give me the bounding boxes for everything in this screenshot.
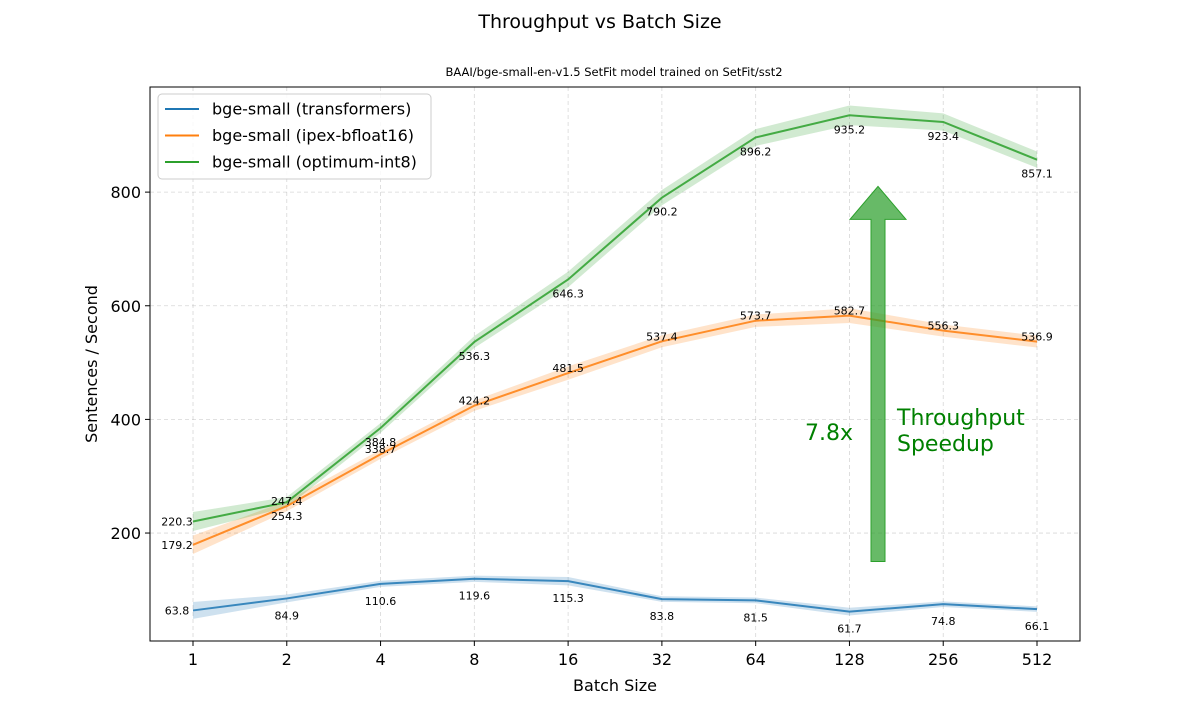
data-label: 536.3: [459, 350, 491, 363]
data-label: 74.8: [931, 615, 956, 628]
data-labels: 63.8 84.9 110.6 119.6 115.3 83.8 81.5 61.7 74.8 6…: [161, 123, 1053, 635]
x-tick-label: 64: [745, 650, 765, 669]
data-label: 923.4: [927, 130, 959, 143]
confidence-bands: [193, 105, 1037, 619]
data-label: 115.3: [552, 592, 584, 605]
data-label: 84.9: [275, 609, 300, 622]
chart-subtitle: BAAI/bge-small-en-v1.5 SetFit model trai…: [445, 65, 782, 79]
data-label: 81.5: [743, 611, 768, 624]
data-label: 582.7: [834, 305, 866, 318]
data-label: 790.2: [646, 206, 678, 219]
x-tick-label: 512: [1022, 650, 1053, 669]
legend-box: [157, 93, 432, 180]
data-label: 110.6: [365, 595, 397, 608]
speedup-arrow: [848, 185, 908, 562]
data-label: 424.2: [459, 395, 491, 408]
speedup-caption-line1: Throughput: [896, 406, 1025, 431]
x-axis-label: Batch Size: [573, 676, 657, 695]
speedup-value: 7.8x: [805, 421, 853, 446]
chart-title: Throughput vs Batch Size: [477, 11, 721, 33]
confidence-band: [193, 575, 1037, 619]
data-label: 83.8: [650, 610, 675, 623]
x-tick-label: 32: [652, 650, 672, 669]
series-line: [192, 577, 1038, 613]
y-axis-label: Sentences / Second: [82, 285, 101, 443]
data-label: 646.3: [552, 287, 584, 300]
x-tick-label: 8: [469, 650, 479, 669]
data-label: 179.2: [161, 539, 193, 552]
plot-frame: [149, 86, 1081, 642]
x-tick-label: 256: [928, 650, 959, 669]
series-line: [192, 314, 1038, 546]
legend-entry: bge-small (optimum-int8): [212, 153, 417, 172]
y-tick-label: 200: [110, 524, 141, 543]
data-label: 536.9: [1021, 331, 1053, 344]
x-tick-label: 128: [834, 650, 865, 669]
x-tick-label: 16: [558, 650, 578, 669]
data-label: 338.7: [365, 443, 397, 456]
data-label: 66.1: [1025, 620, 1050, 633]
legend-entry: bge-small (transformers): [212, 100, 411, 119]
data-label: 220.3: [161, 516, 193, 529]
y-tick-label: 800: [110, 183, 141, 202]
data-label: 61.7: [837, 623, 862, 636]
data-label: 573.7: [740, 310, 772, 323]
data-label: 857.1: [1021, 168, 1053, 181]
data-label: 63.8: [165, 604, 190, 617]
legend-entry: bge-small (ipex-bfloat16): [212, 126, 414, 145]
x-tick-label: 1: [188, 650, 198, 669]
data-label: 254.3: [271, 510, 303, 523]
data-label: 896.2: [740, 145, 772, 158]
speedup-caption-line2: Speedup: [897, 432, 994, 457]
data-label: 935.2: [834, 123, 866, 136]
series-lines: [192, 114, 1038, 613]
data-label: 481.5: [552, 362, 584, 375]
data-label: 119.6: [459, 590, 491, 603]
axis-ticks: 1 2 4 8 16 32 64 128 256 512 200 400 600 800: [110, 183, 1052, 669]
grid: [150, 87, 1080, 641]
y-tick-label: 400: [110, 410, 141, 429]
data-label: 384.8: [365, 436, 397, 449]
y-tick-label: 600: [110, 297, 141, 316]
x-tick-label: 4: [375, 650, 385, 669]
x-tick-label: 2: [282, 650, 292, 669]
data-label: 247.4: [271, 495, 303, 508]
data-label: 556.3: [927, 320, 959, 333]
series-line: [192, 114, 1038, 523]
legend: bge-small (transformers) bge-small (ipex-…: [157, 93, 432, 180]
data-label: 537.4: [646, 330, 678, 343]
